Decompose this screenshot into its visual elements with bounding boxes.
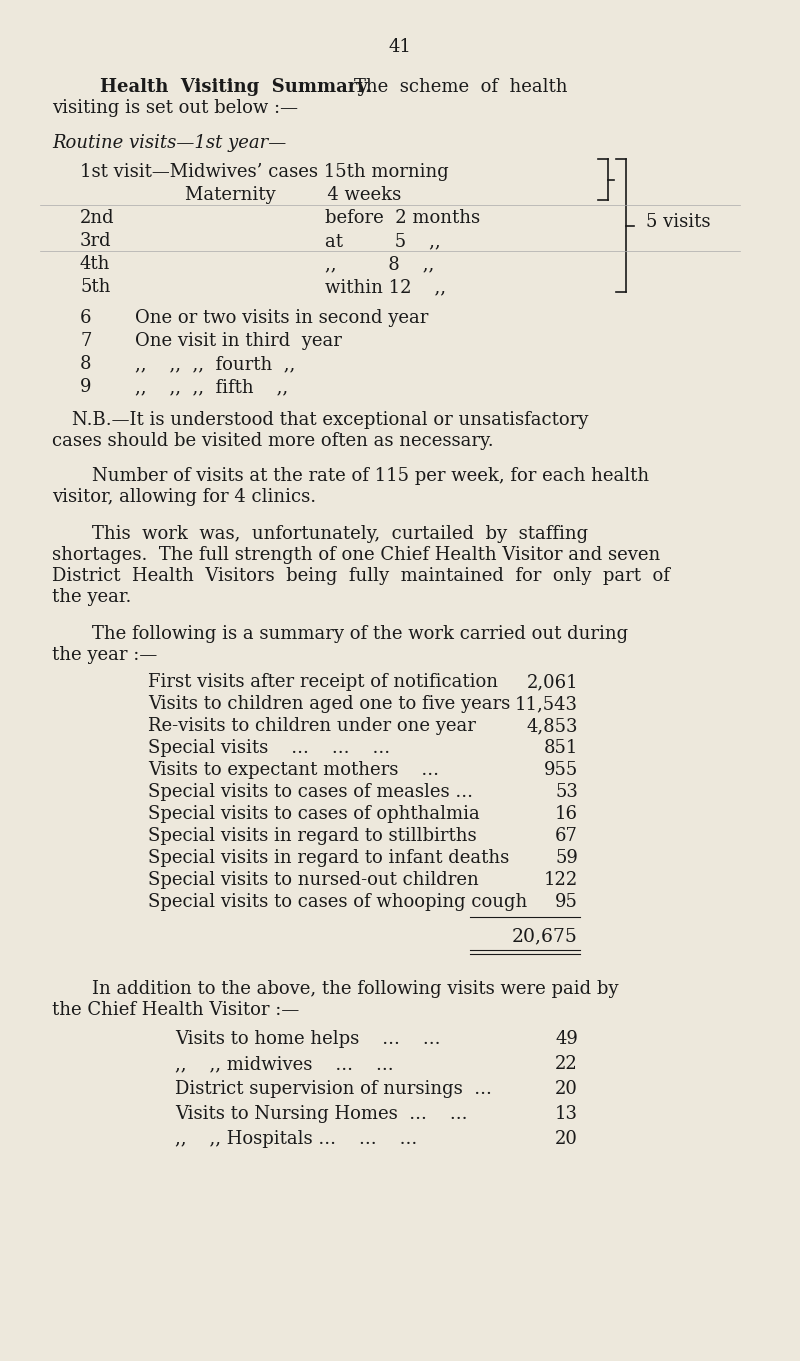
- Text: Special visits to cases of whooping cough: Special visits to cases of whooping coug…: [148, 893, 527, 911]
- Text: ,,    ,,  ,,  fourth  ,,: ,, ,, ,, fourth ,,: [135, 355, 295, 373]
- Text: 16: 16: [555, 804, 578, 823]
- Text: District  Health  Visitors  being  fully  maintained  for  only  part  of: District Health Visitors being fully mai…: [52, 568, 670, 585]
- Text: before  2 months: before 2 months: [325, 210, 480, 227]
- Text: Re-visits to children under one year: Re-visits to children under one year: [148, 717, 476, 735]
- Text: Visits to home helps    ...    ...: Visits to home helps ... ...: [175, 1030, 441, 1048]
- Text: 67: 67: [555, 827, 578, 845]
- Text: One visit in third  year: One visit in third year: [135, 332, 342, 350]
- Text: N.B.—It is understood that exceptional or unsatisfactory: N.B.—It is understood that exceptional o…: [72, 411, 588, 429]
- Text: ,,    ,,  ,,  fifth    ,,: ,, ,, ,, fifth ,,: [135, 378, 288, 396]
- Text: The  scheme  of  health: The scheme of health: [354, 78, 567, 97]
- Text: Visits to children aged one to five years: Visits to children aged one to five year…: [148, 695, 510, 713]
- Text: In addition to the above, the following visits were paid by: In addition to the above, the following …: [92, 980, 618, 998]
- Text: Special visits to cases of measles ...: Special visits to cases of measles ...: [148, 783, 473, 802]
- Text: 851: 851: [544, 739, 578, 757]
- Text: One or two visits in second year: One or two visits in second year: [135, 309, 428, 327]
- Text: shortages.  The full strength of one Chief Health Visitor and seven: shortages. The full strength of one Chie…: [52, 546, 660, 563]
- Text: 6: 6: [80, 309, 91, 327]
- Text: 2,061: 2,061: [526, 672, 578, 691]
- Text: Maternity         4 weeks: Maternity 4 weeks: [185, 186, 402, 204]
- Text: Number of visits at the rate of 115 per week, for each health: Number of visits at the rate of 115 per …: [92, 467, 649, 485]
- Text: Special visits    ...    ...    ...: Special visits ... ... ...: [148, 739, 390, 757]
- Text: 2nd: 2nd: [80, 210, 114, 227]
- Text: 7: 7: [80, 332, 91, 350]
- Text: 49: 49: [555, 1030, 578, 1048]
- Text: within 12    ,,: within 12 ,,: [325, 278, 446, 295]
- Text: at         5    ,,: at 5 ,,: [325, 231, 441, 250]
- Text: 8: 8: [80, 355, 91, 373]
- Text: Routine visits—1st year—: Routine visits—1st year—: [52, 133, 286, 152]
- Text: 122: 122: [544, 871, 578, 889]
- Text: Special visits to nursed-out children: Special visits to nursed-out children: [148, 871, 478, 889]
- Text: visiting is set out below :—: visiting is set out below :—: [52, 99, 298, 117]
- Text: 20: 20: [555, 1081, 578, 1098]
- Text: ,,         8    ,,: ,, 8 ,,: [325, 255, 434, 274]
- Text: 9: 9: [80, 378, 91, 396]
- Text: ,,    ,, midwives    ...    ...: ,, ,, midwives ... ...: [175, 1055, 394, 1072]
- Text: 11,543: 11,543: [515, 695, 578, 713]
- Text: The following is a summary of the work carried out during: The following is a summary of the work c…: [92, 625, 628, 642]
- Text: First visits after receipt of notification: First visits after receipt of notificati…: [148, 672, 498, 691]
- Text: 53: 53: [555, 783, 578, 802]
- Text: 4th: 4th: [80, 255, 110, 274]
- Text: Visits to expectant mothers    ...: Visits to expectant mothers ...: [148, 761, 439, 778]
- Text: District supervision of nursings  ...: District supervision of nursings ...: [175, 1081, 492, 1098]
- Text: Visits to Nursing Homes  ...    ...: Visits to Nursing Homes ... ...: [175, 1105, 467, 1123]
- Text: 5th: 5th: [80, 278, 110, 295]
- Text: visitor, allowing for 4 clinics.: visitor, allowing for 4 clinics.: [52, 489, 316, 506]
- Text: 22: 22: [555, 1055, 578, 1072]
- Text: Health  Visiting  Summary.: Health Visiting Summary.: [100, 78, 372, 97]
- Text: Special visits to cases of ophthalmia: Special visits to cases of ophthalmia: [148, 804, 480, 823]
- Text: 59: 59: [555, 849, 578, 867]
- Text: ,,    ,, Hospitals ...    ...    ...: ,, ,, Hospitals ... ... ...: [175, 1130, 418, 1147]
- Text: 20,675: 20,675: [512, 927, 578, 945]
- Text: 41: 41: [389, 38, 411, 56]
- Text: 5 visits: 5 visits: [646, 212, 710, 230]
- Text: Special visits in regard to infant deaths: Special visits in regard to infant death…: [148, 849, 510, 867]
- Text: the year :—: the year :—: [52, 646, 158, 664]
- Text: Special visits in regard to stillbirths: Special visits in regard to stillbirths: [148, 827, 477, 845]
- Text: 1st visit—Midwives’ cases 15th morning: 1st visit—Midwives’ cases 15th morning: [80, 163, 449, 181]
- Text: 4,853: 4,853: [526, 717, 578, 735]
- Text: 13: 13: [555, 1105, 578, 1123]
- Text: 3rd: 3rd: [80, 231, 112, 250]
- Text: the year.: the year.: [52, 588, 131, 606]
- Text: 20: 20: [555, 1130, 578, 1147]
- Text: 955: 955: [544, 761, 578, 778]
- Text: the Chief Health Visitor :—: the Chief Health Visitor :—: [52, 1000, 299, 1019]
- Text: cases should be visited more often as necessary.: cases should be visited more often as ne…: [52, 431, 494, 450]
- Text: This  work  was,  unfortunately,  curtailed  by  staffing: This work was, unfortunately, curtailed …: [92, 525, 588, 543]
- Text: 95: 95: [555, 893, 578, 911]
